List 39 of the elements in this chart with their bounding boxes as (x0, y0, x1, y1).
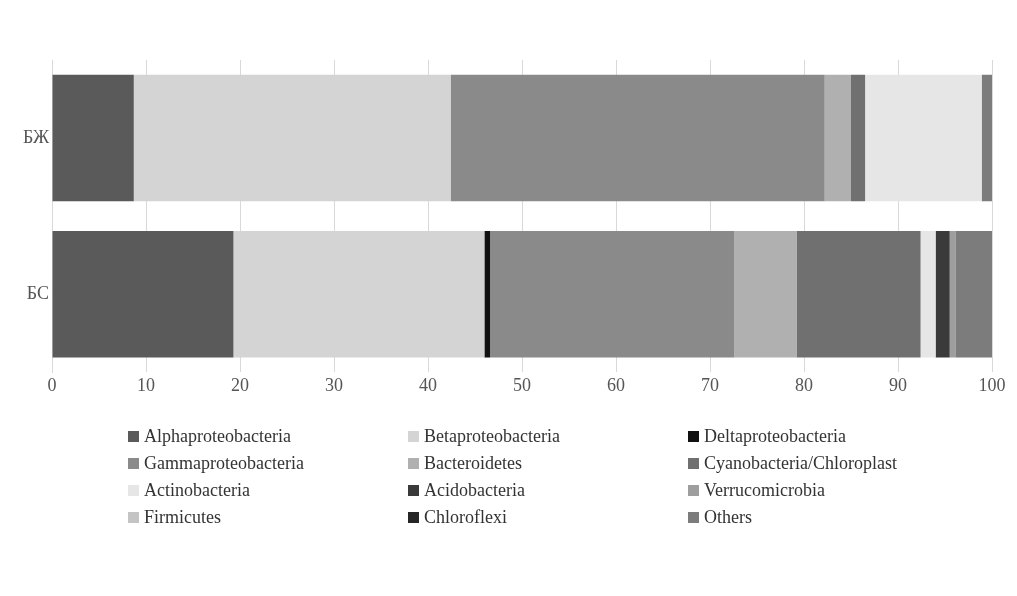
legend-label: Acidobacteria (424, 480, 525, 501)
legend-label: Bacteroidetes (424, 453, 522, 474)
legend-label: Firmicutes (144, 507, 221, 528)
legend-label: Betaproteobacteria (424, 426, 560, 447)
x-tick-label: 50 (513, 374, 532, 395)
bar (52, 74, 134, 202)
bar (851, 74, 866, 202)
legend-label: Cyanobacteria/Chloroplast (704, 453, 897, 474)
bar (484, 231, 491, 358)
bar (450, 74, 825, 202)
x-tick-label: 80 (795, 374, 813, 395)
bar (824, 74, 851, 202)
legend-label: Deltaproteobacteria (704, 426, 846, 447)
x-tick-label: 30 (325, 374, 344, 395)
legend-label: Others (704, 507, 752, 528)
bar (935, 231, 950, 358)
legend-label: Chloroflexi (424, 507, 507, 528)
bar (796, 231, 921, 358)
y-tick-label: БС (26, 283, 50, 304)
bar (920, 231, 936, 358)
legend-label: Verrucomicrobia (704, 480, 825, 501)
x-tick-label: 10 (137, 374, 156, 395)
bar (981, 74, 992, 202)
legend-label: Gammaproteobacteria (144, 453, 304, 474)
y-tick-label: БЖ (23, 126, 50, 147)
bar (955, 231, 992, 358)
x-tick-label: 0 (47, 374, 57, 395)
x-tick-label: 100 (978, 374, 1006, 395)
x-tick-label: 70 (701, 374, 719, 395)
legend-label: Alphaproteobacteria (144, 426, 291, 447)
bar (490, 231, 735, 358)
x-tick-label: 90 (889, 374, 907, 395)
x-tick-label: 60 (607, 374, 626, 395)
bar (865, 74, 982, 202)
legend-label: Actinobacteria (144, 480, 250, 501)
x-tick-label: 40 (419, 374, 438, 395)
bar (734, 231, 797, 358)
bar (52, 231, 234, 358)
x-tick-label: 20 (231, 374, 250, 395)
